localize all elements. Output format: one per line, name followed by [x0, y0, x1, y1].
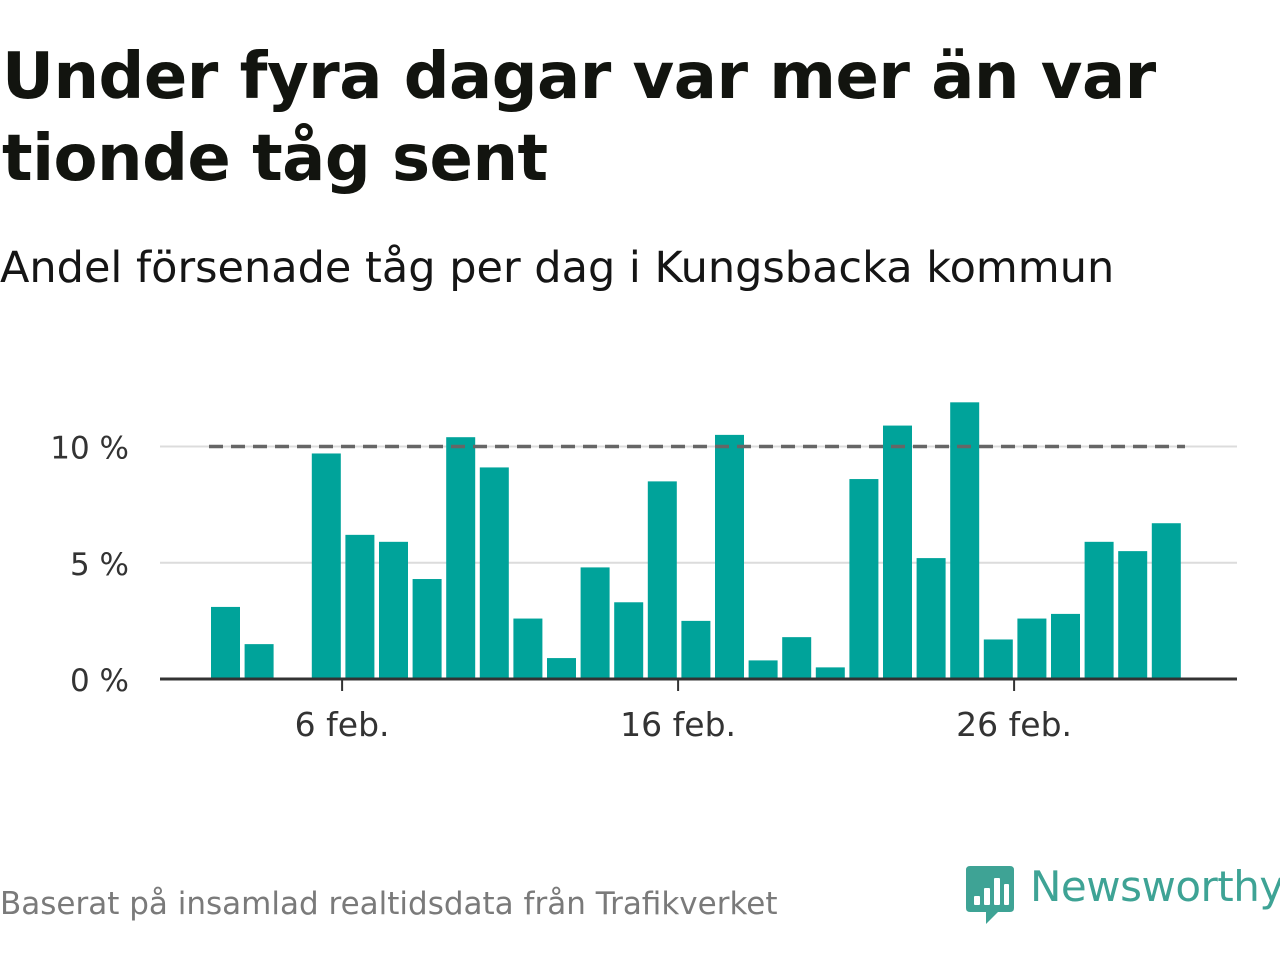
x-tick-label: 6 feb.	[295, 705, 390, 744]
bar	[244, 644, 274, 679]
brand-name: Newsworthy	[1030, 862, 1280, 911]
bar	[1051, 613, 1080, 679]
bar	[1118, 551, 1148, 679]
brand: Newsworthy	[964, 862, 1280, 926]
bar	[211, 606, 240, 679]
bar	[916, 558, 946, 679]
bar	[681, 620, 711, 679]
newsworthy-logo-icon	[966, 866, 1014, 924]
bar	[983, 639, 1013, 679]
bar	[748, 660, 778, 679]
bar	[547, 658, 576, 679]
y-tick-label: 10 %	[50, 431, 129, 467]
bar	[950, 402, 980, 679]
bar	[849, 479, 879, 679]
chart-title: Under fyra dagar var mer än var tionde t…	[2, 40, 1156, 196]
bar	[580, 567, 610, 679]
bar	[1017, 618, 1047, 679]
bar	[479, 467, 509, 679]
bar	[446, 437, 476, 679]
bar	[815, 667, 845, 679]
source-note: Baserat på insamlad realtidsdata från Tr…	[0, 886, 778, 922]
bar	[345, 534, 375, 679]
bar	[513, 618, 543, 679]
bar	[647, 481, 677, 679]
chart-subtitle: Andel försenade tåg per dag i Kungsbacka…	[0, 243, 1115, 293]
bar-chart: 0 % 5 % 10 % 6 feb. 16 feb. 26 feb.	[50, 402, 1237, 744]
y-tick-label: 5 %	[70, 547, 129, 583]
bar	[1151, 523, 1181, 679]
bar	[311, 453, 341, 679]
bar	[1084, 541, 1114, 679]
y-tick-label: 0 %	[70, 663, 129, 699]
bar	[412, 579, 442, 679]
bar	[782, 637, 812, 679]
bar	[614, 602, 644, 679]
x-tick-label: 16 feb.	[620, 705, 736, 744]
bar	[883, 425, 912, 679]
bar	[715, 434, 744, 679]
bar	[379, 541, 408, 679]
x-tick-label: 26 feb.	[956, 705, 1072, 744]
